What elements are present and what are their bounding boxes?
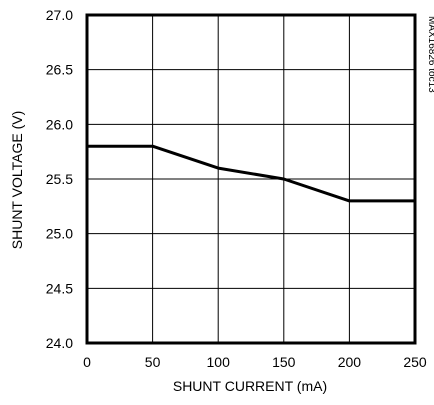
y-axis-title: SHUNT VOLTAGE (V)	[9, 111, 25, 249]
y-tick-label: 24.5	[46, 280, 73, 296]
x-tick-label: 50	[145, 354, 161, 370]
y-tick-labels: 24.0 24.5 25.0 25.5 26.0 26.5 27.0	[46, 7, 73, 351]
y-tick-label: 24.0	[46, 335, 73, 351]
grid-lines	[86, 14, 416, 344]
x-tick-label: 200	[338, 354, 362, 370]
plot-frame	[85, 13, 417, 345]
y-tick-label: 27.0	[46, 7, 73, 23]
y-tick-label: 26.0	[46, 116, 73, 132]
y-tick-label: 25.0	[46, 226, 73, 242]
x-axis-title: SHUNT CURRENT (mA)	[173, 378, 327, 394]
y-tick-label: 25.5	[46, 171, 73, 187]
x-tick-label: 250	[403, 354, 427, 370]
x-tick-label: 0	[83, 354, 91, 370]
x-tick-label: 150	[272, 354, 296, 370]
figure-id-label: MAX16826 toc13	[426, 16, 434, 93]
series-line	[87, 144, 415, 203]
x-tick-label: 100	[207, 354, 231, 370]
x-tick-labels: 0 50 100 150 200 250	[83, 354, 427, 370]
y-tick-label: 26.5	[46, 62, 73, 78]
